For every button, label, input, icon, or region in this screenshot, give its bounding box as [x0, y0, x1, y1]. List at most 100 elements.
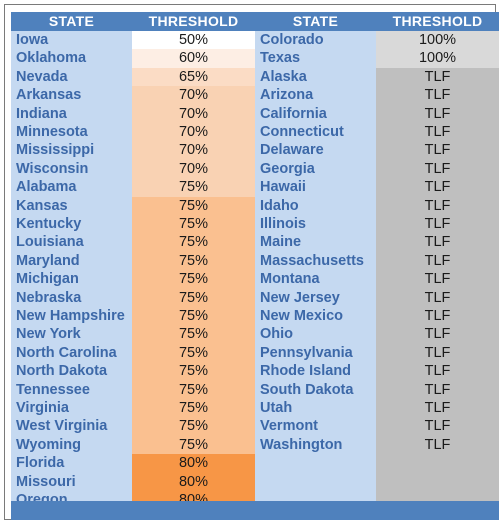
right-state-cell: Ohio: [260, 326, 294, 343]
right-state-cell: Maine: [260, 234, 302, 251]
left-threshold-cell: 75%: [132, 288, 255, 307]
right-threshold-cell: TLF: [376, 178, 499, 197]
header-left-state: STATE: [11, 12, 132, 31]
left-state-cell: Maryland: [16, 252, 80, 269]
right-threshold-cell: TLF: [376, 233, 499, 252]
left-state-cell: Arkansas: [16, 87, 82, 104]
left-state-cell: New Hampshire: [16, 308, 125, 324]
right-threshold-cell: TLF: [376, 104, 499, 123]
left-threshold-cell: 75%: [132, 325, 255, 344]
right-threshold-cell: TLF: [376, 417, 499, 436]
right-state-cell: Montana: [260, 271, 320, 288]
left-threshold-cell: 75%: [132, 343, 255, 363]
header-right-threshold: THRESHOLD: [376, 12, 499, 31]
left-threshold-cell: 75%: [132, 233, 255, 252]
right-threshold-cell: TLF: [376, 399, 499, 418]
right-threshold-cell: TLF: [376, 343, 499, 363]
right-state-cell: Pennsylvania: [260, 344, 353, 361]
left-state-cell: North Carolina: [16, 344, 117, 361]
right-state-cell: Rhode Island: [260, 363, 352, 380]
left-threshold-cell: 75%: [132, 196, 255, 215]
left-threshold-cell: 75%: [132, 270, 255, 289]
left-threshold-cell: 70%: [132, 86, 255, 105]
left-state-cell: Iowa: [16, 32, 49, 48]
right-state-cell: South Dakota: [260, 381, 354, 398]
right-threshold-cell: TLF: [376, 123, 499, 142]
left-state-cell: Michigan: [16, 271, 79, 288]
left-state-cell: Virginia: [16, 400, 69, 416]
right-threshold-cell: TLF: [376, 196, 499, 215]
right-threshold-cell: TLF: [376, 159, 499, 179]
left-state-cell: Oklahoma: [16, 50, 87, 67]
right-state-cell: Colorado: [260, 32, 324, 48]
left-threshold-cell: 75%: [132, 251, 255, 271]
left-threshold-cell: 75%: [132, 307, 255, 326]
left-state-cell: Missouri: [16, 473, 76, 490]
right-state-cell: New Jersey: [260, 289, 340, 306]
header-right-state: STATE: [255, 12, 376, 31]
right-state-cell: California: [260, 105, 327, 122]
right-state-cell: Washington: [260, 436, 343, 453]
right-threshold-cell: 100%: [376, 49, 499, 68]
left-threshold-cell: 60%: [132, 49, 255, 68]
left-threshold-cell: 80%: [132, 454, 255, 473]
right-threshold-cell: TLF: [376, 141, 499, 160]
left-threshold-cell: 75%: [132, 362, 255, 381]
left-state-cell: Tennessee: [16, 381, 90, 398]
left-threshold-cell: 75%: [132, 178, 255, 197]
right-threshold-cell: TLF: [376, 270, 499, 289]
right-state-cell: Texas: [260, 50, 301, 67]
left-state-cell: North Dakota: [16, 363, 108, 380]
left-threshold-cell: 75%: [132, 399, 255, 418]
threshold-table: STATE THRESHOLD STATE THRESHOLD Iowa 50% O…: [11, 12, 499, 520]
right-state-cell: Idaho: [260, 197, 299, 214]
left-threshold-cell: 70%: [132, 104, 255, 123]
left-state-cell: Indiana: [16, 105, 67, 122]
left-state-cell: Kansas: [16, 197, 68, 214]
left-state-column: [11, 31, 132, 501]
left-state-cell: Florida: [16, 455, 65, 472]
left-threshold-cell: 75%: [132, 417, 255, 436]
right-threshold-cell: TLF: [376, 362, 499, 381]
right-state-cell: Alaska: [260, 68, 307, 85]
left-threshold-cell: 75%: [132, 380, 255, 399]
left-threshold-cell: 75%: [132, 215, 255, 234]
right-threshold-cell: TLF: [376, 288, 499, 307]
right-state-cell: Delaware: [260, 142, 324, 159]
left-threshold-cell: 70%: [132, 123, 255, 142]
right-state-cell: Hawaii: [260, 179, 306, 196]
left-state-cell: New York: [16, 326, 81, 343]
left-threshold-cell: 70%: [132, 141, 255, 160]
right-state-cell: Connecticut: [260, 124, 344, 140]
left-state-cell: Mississippi: [16, 142, 95, 159]
table-frame: STATE THRESHOLD STATE THRESHOLD Iowa 50% O…: [4, 4, 499, 520]
left-state-cell: Wyoming: [16, 436, 81, 453]
right-state-cell: Georgia: [260, 160, 315, 177]
left-threshold-cell: 65%: [132, 67, 255, 87]
right-threshold-cell: TLF: [376, 86, 499, 105]
right-threshold-cell: TLF: [376, 435, 499, 455]
right-state-cell: Arizona: [260, 87, 314, 104]
left-threshold-cell: 70%: [132, 159, 255, 179]
right-threshold-cell: TLF: [376, 67, 499, 87]
right-state-cell: Vermont: [260, 418, 319, 435]
right-threshold-cell: TLF: [376, 307, 499, 326]
left-threshold-cell: 75%: [132, 435, 255, 455]
table-footer-bar: [11, 501, 499, 520]
right-threshold-cell: TLF: [376, 380, 499, 399]
left-state-cell: Kentucky: [16, 216, 82, 232]
right-state-cell: Utah: [260, 400, 293, 416]
left-threshold-cell: 50%: [132, 31, 255, 50]
left-state-cell: Alabama: [16, 179, 77, 196]
right-state-cell: Massachusetts: [260, 252, 364, 269]
left-state-cell: Minnesota: [16, 124, 88, 140]
right-state-cell: Illinois: [260, 216, 306, 232]
left-state-cell: Nebraska: [16, 289, 82, 306]
left-state-cell: Nevada: [16, 68, 68, 85]
right-state-column: [255, 31, 376, 501]
right-threshold-cell: TLF: [376, 251, 499, 271]
header-left-threshold: THRESHOLD: [132, 12, 255, 31]
left-state-cell: West Virginia: [16, 418, 108, 435]
right-threshold-cell: TLF: [376, 215, 499, 234]
left-state-cell: Wisconsin: [16, 160, 89, 177]
